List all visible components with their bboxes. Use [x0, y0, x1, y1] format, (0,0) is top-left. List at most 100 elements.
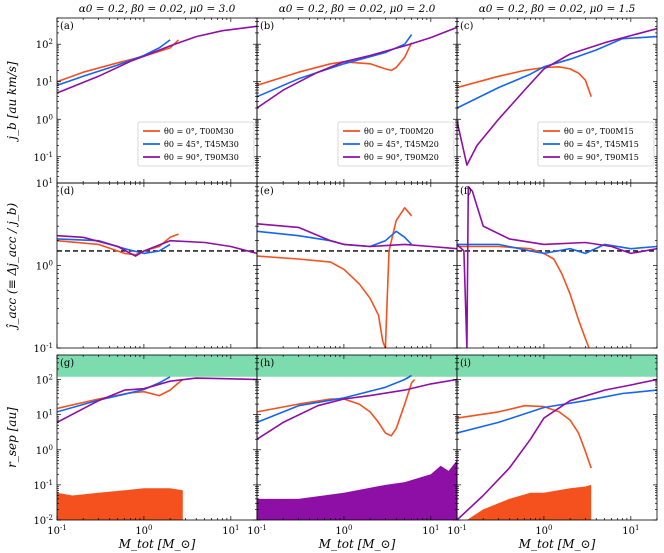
curve-T90 [257, 26, 457, 109]
x-axis-label: M_tot [M_⊙] [118, 537, 196, 551]
legend-entry: θ0 = 90°, T90M20 [364, 153, 439, 162]
column-title: α0 = 0.2, β0 = 0.02, μ0 = 2.0 [279, 3, 436, 15]
y-tick-label: 101 [36, 76, 53, 89]
legend-entry: θ0 = 45°, T45M30 [164, 140, 239, 149]
y-tick-label: 10-1 [33, 151, 53, 164]
x-tick-label: 100 [535, 524, 552, 537]
filled-area-T00 [466, 484, 592, 520]
curve-T90 [57, 377, 257, 424]
curve-T45 [57, 376, 171, 413]
panel-label: (f) [460, 186, 472, 197]
curve-T90 [57, 25, 257, 94]
y-tick-label: 102 [36, 374, 53, 387]
curve-T45 [257, 34, 413, 98]
y-axis-label: r_sep [au] [5, 407, 19, 468]
x-tick-label: 101 [422, 524, 439, 537]
x-tick-label: 100 [135, 524, 152, 537]
y-tick-label: 10-2 [33, 514, 53, 527]
legend-entry: θ0 = 90°, T90M15 [564, 153, 639, 162]
curve-T90 [257, 223, 457, 250]
panel-g: (g) [56, 354, 258, 521]
panel-label: (c) [460, 21, 474, 32]
column-title: α0 = 0.2, β0 = 0.02, μ0 = 3.0 [79, 3, 236, 15]
plot-area [57, 233, 257, 257]
curve-T45 [457, 243, 657, 255]
plot-area [457, 355, 657, 520]
curve-T90 [57, 234, 257, 257]
curve-T00 [457, 66, 592, 97]
y-tick-label: 100 [36, 444, 53, 457]
curve-T90 [457, 378, 657, 520]
x-tick-label: 100 [335, 524, 352, 537]
filled-area-T90 [257, 460, 457, 520]
curve-T00 [457, 404, 592, 469]
panel-label: (i) [460, 358, 471, 369]
panel-h: (h) [256, 354, 458, 521]
panel-label: (e) [260, 186, 274, 197]
separation-band [257, 355, 457, 377]
legend: θ0 = 0°, T00M15 θ0 = 45°, T45M15 θ0 = 90°,… [537, 121, 655, 167]
legend-box [537, 121, 655, 167]
y-tick-label: 100 [36, 260, 53, 273]
curve-T90 [457, 186, 657, 348]
legend-entry: θ0 = 0°, T00M20 [364, 127, 434, 136]
panel-i: (i) [456, 354, 658, 521]
curve-T00 [257, 207, 413, 348]
x-tick-label: 101 [222, 524, 239, 537]
y-tick-label: 101 [36, 177, 53, 190]
legend-box [137, 121, 255, 167]
curve-T45 [457, 35, 657, 109]
panel-label: (b) [260, 21, 274, 32]
x-tick-label: 10-1 [447, 524, 467, 537]
legend-entry: θ0 = 45°, T45M20 [364, 140, 439, 149]
curve-T00 [457, 245, 590, 348]
plot-area [457, 27, 657, 166]
plot-area [57, 25, 257, 94]
x-axis-label: M_tot [M_⊙] [318, 537, 396, 551]
legend-entry: θ0 = 0°, T00M30 [164, 127, 234, 136]
panel-frame [456, 354, 658, 521]
curve-T00 [257, 378, 416, 437]
separation-band [457, 355, 657, 377]
panel-label: (d) [60, 186, 74, 197]
curve-T90 [457, 27, 657, 166]
curve-T45 [57, 39, 171, 87]
panel-d: (d) [56, 182, 258, 349]
panel-frame [256, 182, 458, 349]
panel-f: (f) [456, 182, 658, 349]
legend-box [337, 121, 455, 167]
curve-T00 [57, 378, 184, 410]
x-axis-label: M_tot [M_⊙] [518, 537, 596, 551]
x-tick-label: 10-1 [247, 524, 267, 537]
panel-e: (e) [256, 182, 458, 349]
panel-a: (a) θ0 = 0°, T00M30 θ0 = 45°, T45M30 θ0 = 9… [56, 17, 258, 184]
legend-entry: θ0 = 90°, T90M30 [164, 153, 239, 162]
panel-frame [56, 182, 258, 349]
column-title: α0 = 0.2, β0 = 0.02, μ0 = 1.5 [479, 3, 636, 15]
curve-T45 [57, 238, 171, 255]
plot-area [257, 207, 457, 348]
panel-label: (h) [260, 358, 274, 369]
y-axis-label: j_b [au km/s] [5, 61, 19, 142]
curve-T45 [257, 230, 413, 248]
curve-T00 [257, 42, 413, 87]
legend: θ0 = 0°, T00M20 θ0 = 45°, T45M20 θ0 = 90°,… [337, 121, 455, 167]
separation-band [57, 355, 257, 377]
legend-entry: θ0 = 45°, T45M15 [564, 140, 639, 149]
plot-area [457, 186, 657, 348]
y-tick-label: 10-1 [33, 479, 53, 492]
plot-area [257, 26, 457, 109]
y-tick-label: 100 [36, 113, 53, 126]
y-tick-label: 10-1 [33, 342, 53, 355]
curve-T45 [257, 374, 413, 424]
panel-b: (b) θ0 = 0°, T00M20 θ0 = 45°, T45M20 θ0 = 9… [256, 17, 458, 184]
legend: θ0 = 0°, T00M30 θ0 = 45°, T45M30 θ0 = 90°,… [137, 121, 255, 167]
y-tick-label: 101 [36, 409, 53, 422]
legend-entry: θ0 = 0°, T00M15 [564, 127, 634, 136]
filled-area-T00 [57, 488, 183, 520]
y-tick-label: 102 [36, 38, 53, 51]
plot-area [257, 355, 457, 520]
y-axis-label: ĵ_acc (≡ Δj_acc / j_b) [5, 202, 19, 330]
panel-c: (c) θ0 = 0°, T00M15 θ0 = 45°, T45M15 θ0 = 9… [456, 17, 658, 184]
